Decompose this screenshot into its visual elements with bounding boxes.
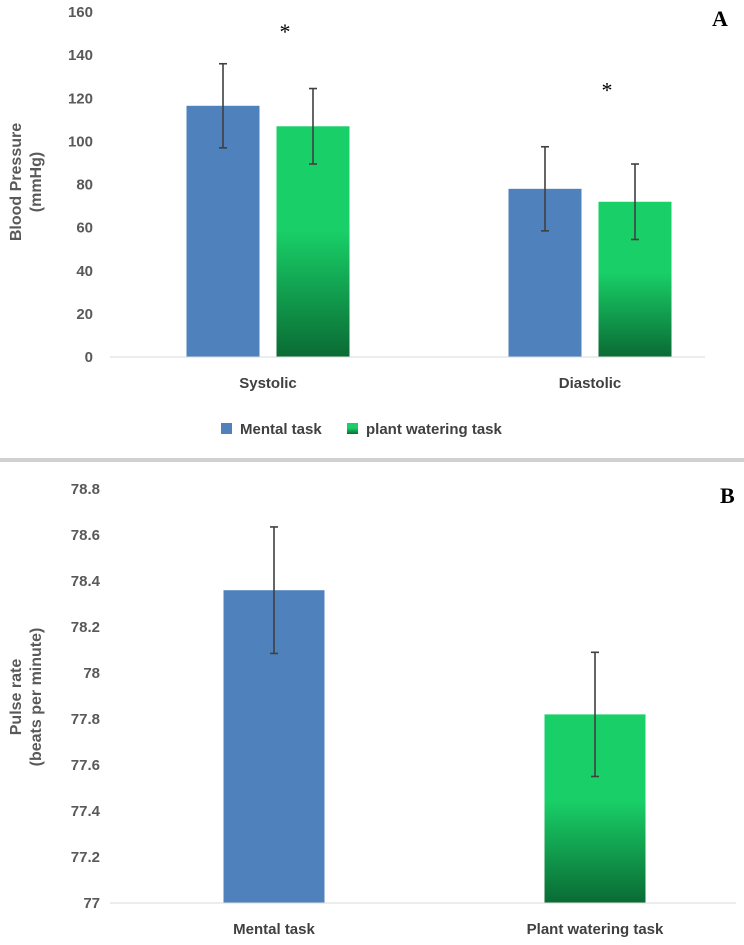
significance-marker-diastolic: * (602, 77, 613, 102)
panel-a-y-tick-label: 160 (68, 4, 93, 21)
panel-b-label: B (720, 483, 735, 508)
error-bar-pulse-plant-watering-task (591, 651, 599, 778)
panel-b-y-tick-label: 77.4 (71, 803, 101, 820)
panel-b-y-tick-label: 78 (83, 665, 100, 682)
panel-b-y-tick-label: 77.2 (71, 849, 100, 866)
panel-a-y-tick-label: 80 (76, 177, 93, 194)
legend-label-mental-task: Mental task (240, 421, 322, 438)
panel-b-y-axis-label-line-1: Pulse rate (8, 659, 25, 736)
panel-a-y-tick-label: 100 (68, 133, 93, 150)
panel-b-y-tick-label: 77.8 (71, 711, 100, 728)
panel-b-y-axis-label-line-2: (beats per minute) (28, 628, 45, 767)
panel-b-y-tick-label: 77.6 (71, 757, 100, 774)
error-bar-systolic-plant-watering-task (309, 87, 317, 165)
panel-separator (0, 458, 744, 462)
panel-a-y-axis-label-line-1: Blood Pressure (8, 123, 25, 241)
significance-marker-systolic: * (280, 19, 291, 44)
panel-a-label: A (712, 6, 728, 31)
legend-swatch-plant-watering-task (347, 423, 358, 434)
panel-b-pulse-rate-chart: B 77 77.2 77.4 77.6 77.8 78 78.2 78.4 78.6 78.8 P… (8, 481, 736, 938)
panel-b-category-plant-watering-task: Plant watering task (527, 921, 664, 938)
error-bar-pulse-mental-task (270, 526, 278, 655)
panel-a-y-axis-label-line-2: (mmHg) (28, 152, 45, 212)
legend-label-plant-watering-task: plant watering task (366, 421, 503, 438)
panel-b-y-tick-label: 77 (83, 895, 100, 912)
panel-a-blood-pressure-chart: A 0 20 40 60 80 100 120 140 160 Blood Pressure (… (8, 4, 728, 438)
panel-a-y-tick-label: 140 (68, 47, 93, 64)
panel-a-y-tick-label: 60 (76, 220, 93, 237)
panel-a-y-tick-label: 20 (76, 306, 93, 323)
panel-b-y-tick-label: 78.6 (71, 527, 100, 544)
error-bar-diastolic-mental-task (541, 145, 549, 232)
error-bar-systolic-mental-task (219, 62, 227, 149)
panel-a-y-tick-label: 0 (85, 349, 93, 366)
error-bar-diastolic-plant-watering-task (631, 163, 639, 241)
panel-b-y-tick-label: 78.4 (71, 573, 101, 590)
panel-b-y-tick-label: 78.2 (71, 619, 100, 636)
panel-a-category-systolic: Systolic (239, 375, 297, 392)
panel-a-legend: Mental task plant watering task (221, 421, 503, 438)
panel-a-y-tick-label: 40 (76, 263, 93, 280)
panel-a-y-tick-label: 120 (68, 90, 93, 107)
panel-a-category-diastolic: Diastolic (559, 375, 622, 392)
panel-b-y-tick-label: 78.8 (71, 481, 100, 498)
legend-swatch-mental-task (221, 423, 232, 434)
panel-b-category-mental-task: Mental task (233, 921, 315, 938)
